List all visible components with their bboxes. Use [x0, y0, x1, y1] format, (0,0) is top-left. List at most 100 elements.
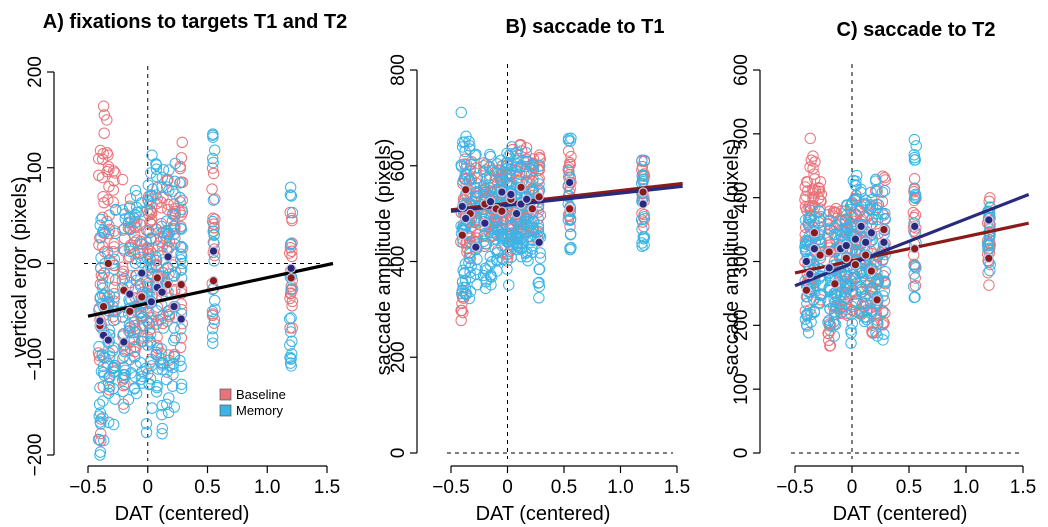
panel-b-point-memory: [514, 234, 526, 246]
panel-b-mean-baseline_mean: [564, 204, 575, 214]
panel-a-point-memory: [118, 369, 131, 381]
panel-a-point-memory: [163, 227, 175, 240]
panel-a-point-memory: [161, 215, 173, 227]
panel-c-xtick-label: 1.5: [1010, 477, 1036, 498]
panel-a-point-memory: [108, 291, 121, 303]
panel-a-point-memory: [130, 387, 143, 400]
panel-a-point-baseline: [176, 194, 188, 206]
panel-b-point-memory: [480, 172, 493, 184]
panel-c-point-memory: [814, 290, 827, 302]
panel-b-ytick-label: 0: [388, 448, 409, 459]
panel-a-point-baseline: [117, 224, 129, 236]
panel-b-point-memory: [463, 135, 475, 148]
panel-c-point-memory: [877, 305, 889, 318]
panel-c-point-baseline: [815, 188, 828, 200]
panel-b-mean-memory_mean: [497, 187, 507, 197]
panel-a-point-baseline: [206, 183, 218, 195]
panel-c-point-memory: [804, 204, 817, 217]
panel-a-mean-baseline_mean: [136, 292, 147, 302]
panel-c-point-memory: [908, 133, 921, 146]
panel-c-xtick-label: 1.0: [953, 477, 979, 498]
panel-b-point-memory: [513, 168, 526, 180]
panel-b-point-memory: [562, 134, 575, 147]
panel-c-point-memory: [856, 298, 869, 310]
panel-a-point-memory: [150, 170, 163, 183]
panel-c-point-memory: [845, 337, 857, 349]
panel-a-mean-baseline_mean: [163, 279, 173, 290]
panel-b-point-memory: [463, 292, 476, 305]
panel-a-point-memory: [207, 225, 220, 237]
panel-a-ytick-label: 0: [25, 258, 46, 269]
panel-a-mean-memory_mean: [176, 314, 187, 324]
panel-a-mean-baseline_mean: [103, 258, 114, 269]
panel-c-mean-baseline_mean: [879, 224, 889, 235]
panel-a-point-baseline: [162, 173, 174, 186]
panel-b-point-memory: [532, 212, 544, 225]
panel-a-point-memory: [122, 393, 135, 406]
panel-a-point-memory: [176, 203, 188, 215]
panel-a-point-memory: [156, 399, 168, 412]
panel-c-xtick-label: −0.5: [776, 477, 814, 498]
panel-a-point-memory: [175, 263, 188, 276]
panel-b-point-baseline: [534, 209, 547, 221]
panel-a-ytick-label: −100: [25, 338, 46, 381]
panel-a-title: A) fixations to targets T1 and T2: [43, 11, 347, 33]
panel-a-point-memory: [150, 251, 162, 263]
panel-a-point-baseline: [107, 196, 119, 208]
panel-c-point-memory: [813, 233, 826, 245]
panel-c-point-baseline: [909, 279, 922, 292]
panel-c-point-memory: [823, 215, 835, 228]
panel-a-ytick-label: 100: [25, 152, 46, 184]
panel-c-point-baseline: [908, 173, 921, 185]
panel-b-point-baseline: [564, 156, 576, 169]
panel-c-point-baseline: [809, 156, 821, 168]
panel-a-point-memory: [150, 163, 163, 175]
panel-b-ytick-label: 400: [388, 246, 409, 278]
panel-a-point-baseline: [174, 341, 187, 354]
panel-a-mean-memory_mean: [146, 296, 157, 307]
panel-a-point-memory: [97, 412, 109, 424]
panel-a-point-baseline: [151, 182, 163, 194]
panel-a-point-memory: [156, 363, 168, 376]
panel-c-point-memory: [865, 186, 877, 199]
panel-a-point-memory: [169, 332, 181, 344]
panel-c-mean-memory_mean: [909, 221, 920, 232]
panel-b-point-memory: [477, 165, 490, 178]
panel-a-point-memory: [93, 434, 105, 446]
panel-c: C) saccade to T2 DAT (centered) saccade …: [721, 19, 1036, 525]
panel-c-point-memory: [878, 328, 890, 340]
panel-c-point-baseline: [877, 319, 889, 331]
panel-c-point-baseline: [812, 192, 825, 204]
panel-c-mean-baseline_mean: [983, 253, 994, 264]
panel-a-point-memory: [174, 222, 187, 234]
panel-a-point-memory: [207, 156, 219, 169]
panel-a-point-baseline: [94, 354, 106, 366]
panel-c-point-memory: [879, 275, 891, 287]
panel-a-point-memory: [94, 449, 106, 461]
panel-c-ytick-label: 500: [731, 118, 752, 150]
panel-a-point-memory: [135, 197, 148, 209]
panel-c-ytick-label: 200: [731, 309, 752, 341]
panel-c-mean-memory_mean: [860, 237, 871, 248]
panel-a-point-baseline: [151, 331, 163, 343]
panel-a-point-memory: [141, 339, 154, 351]
panel-a-xtick-label: −0.5: [69, 477, 107, 498]
panel-a-point-baseline: [102, 149, 114, 161]
panel-a-point-baseline: [98, 196, 110, 209]
panel-c-point-memory: [829, 221, 841, 234]
panel-a-point-memory: [134, 280, 147, 292]
panel-a-point-memory: [150, 255, 163, 267]
panel-a-point-memory: [137, 330, 149, 342]
panel-c-point-memory: [834, 270, 846, 282]
panel-a-point-memory: [95, 365, 108, 378]
panel-b-point-baseline: [520, 142, 533, 154]
panel-a-point-memory: [144, 337, 157, 349]
panel-a-point-memory: [99, 352, 111, 364]
panel-b-point-memory: [515, 251, 528, 263]
panel-a-point-baseline: [102, 194, 114, 206]
panel-c-mean-memory_mean: [856, 221, 866, 232]
panel-a-point-memory: [160, 373, 173, 386]
panel-b-point-memory: [511, 146, 523, 158]
panel-a-point-memory: [207, 337, 219, 349]
panel-b-point-memory: [464, 174, 476, 187]
